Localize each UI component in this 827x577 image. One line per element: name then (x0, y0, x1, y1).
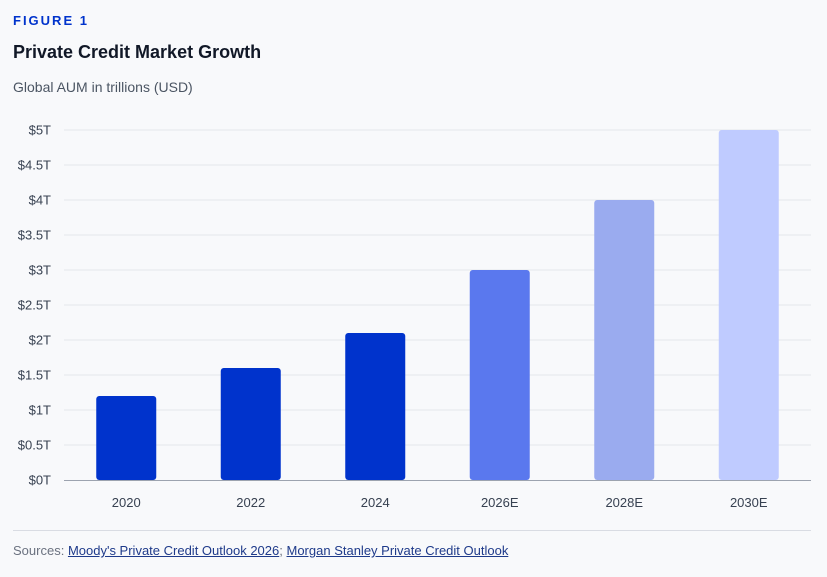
y-tick-label: $4T (29, 193, 51, 208)
chart-subtitle: Global AUM in trillions (USD) (13, 79, 193, 95)
x-tick-label: 2020 (112, 495, 141, 510)
bar-chart: $0T $0.5T $1T $1.5T $2T $2.5T $3T $3.5T $4T $4.5T… (18, 123, 811, 510)
bar-2026e (469, 270, 530, 480)
sources-line: Sources: Moody's Private Credit Outlook … (13, 543, 508, 558)
y-tick-label: $2T (29, 333, 51, 348)
x-tick-label: 2030E (730, 495, 768, 510)
y-tick-label: $5T (29, 123, 51, 138)
figure-label: FIGURE 1 (13, 13, 89, 28)
bar-2024 (345, 333, 406, 480)
x-tick-label: 2026E (481, 495, 519, 510)
bar-2028e (594, 200, 655, 480)
y-tick-label: $3T (29, 263, 51, 278)
x-tick-label: 2028E (605, 495, 643, 510)
y-tick-label: $3.5T (18, 228, 51, 243)
y-tick-label: $1T (29, 403, 51, 418)
bar-2022 (220, 368, 281, 480)
sources-separator: ; (279, 543, 283, 558)
sources-prefix: Sources: (13, 543, 65, 558)
chart-title: Private Credit Market Growth (13, 42, 262, 62)
y-tick-label: $0T (29, 473, 51, 488)
y-tick-label: $1.5T (18, 368, 51, 383)
bar-2020 (96, 396, 157, 480)
source-link-morgan-stanley[interactable]: Morgan Stanley Private Credit Outlook (286, 543, 509, 558)
divider (13, 530, 811, 531)
x-tick-label: 2022 (236, 495, 265, 510)
source-link-moodys[interactable]: Moody's Private Credit Outlook 2026 (67, 543, 280, 558)
x-tick-label: 2024 (361, 495, 390, 510)
y-tick-label: $4.5T (18, 158, 51, 173)
y-tick-label: $0.5T (18, 438, 51, 453)
bar-2030e (718, 130, 779, 480)
y-tick-label: $2.5T (18, 298, 51, 313)
